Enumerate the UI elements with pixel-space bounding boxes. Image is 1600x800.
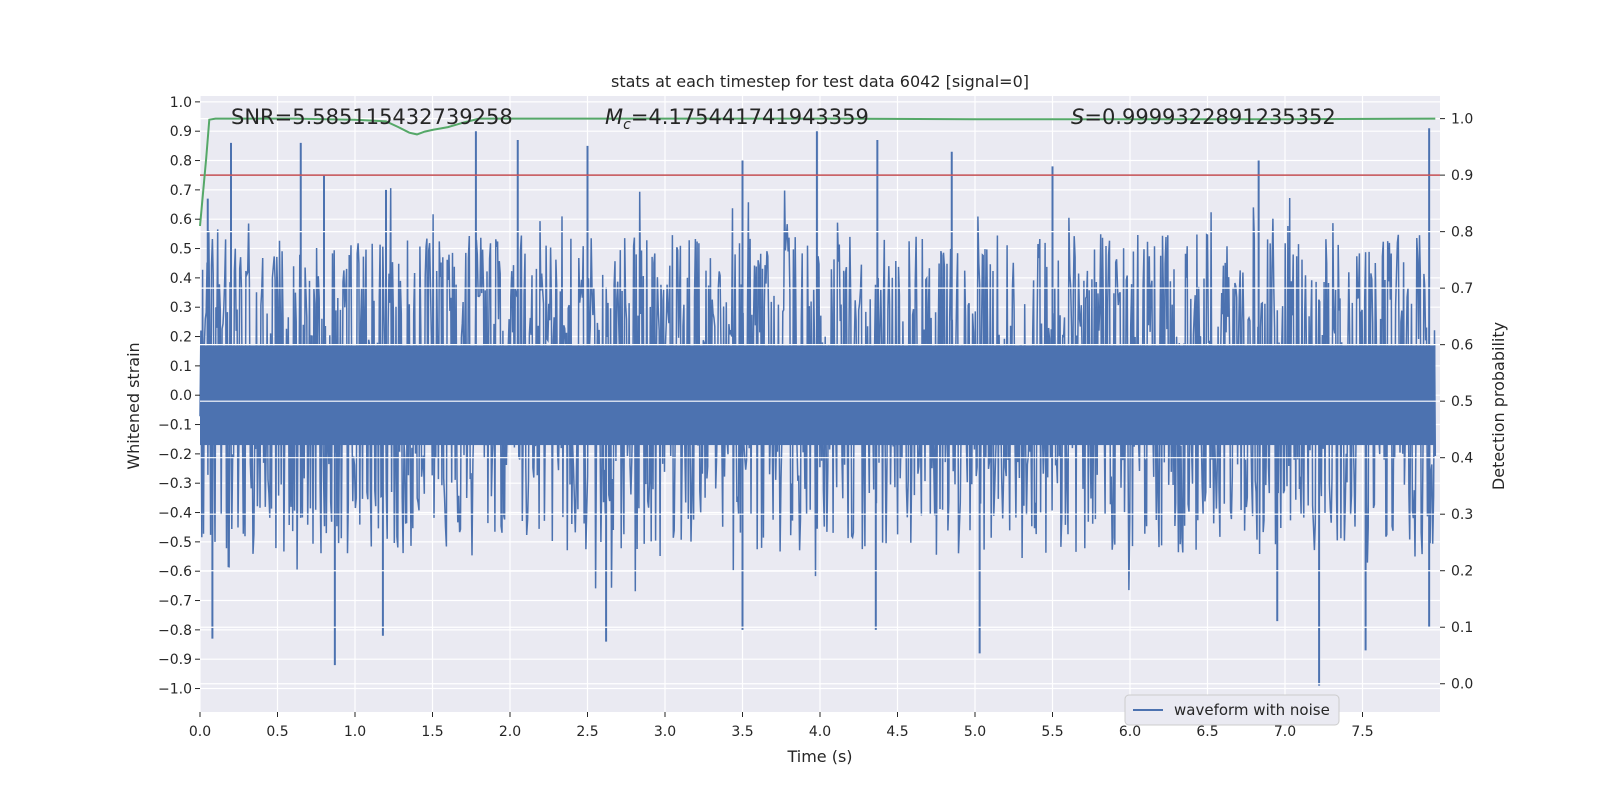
detection-probability-line — [199, 117, 1436, 227]
x-tick-label: 5.0 — [964, 724, 986, 740]
y-tick-label: −0.9 — [158, 652, 192, 668]
y2-tick-label: 0.1 — [1451, 620, 1473, 636]
x-tick-label: 0.0 — [189, 724, 211, 740]
x-tick-label: 1.5 — [421, 724, 443, 740]
x-tick-label: 4.0 — [809, 724, 831, 740]
mc-subscript: c — [623, 117, 631, 133]
y-tick-label: 0.6 — [170, 212, 192, 228]
y2-axis-label: Detection probability — [1489, 322, 1508, 490]
x-tick-label: 5.5 — [1041, 724, 1063, 740]
x-tick-label: 1.0 — [344, 724, 366, 740]
waveform-series — [199, 128, 1437, 686]
legend: waveform with noise — [1124, 694, 1340, 726]
y-tick-label: 0.4 — [170, 271, 192, 287]
y2-tick-label: 0.8 — [1451, 225, 1473, 241]
y-tick-label: −0.6 — [158, 564, 192, 580]
x-tick-label: 3.0 — [654, 724, 676, 740]
s-annotation: S=0.9999322891235352 — [1071, 105, 1336, 129]
legend-box — [1124, 694, 1340, 726]
y-tick-label: −0.5 — [158, 535, 192, 551]
y2-tick-label: 0.9 — [1451, 168, 1473, 184]
y-tick-label: 0.1 — [170, 359, 192, 375]
x-tick-label: 7.5 — [1351, 724, 1373, 740]
y-tick-label: 0.3 — [170, 300, 192, 316]
y-tick-label: −0.2 — [158, 447, 192, 463]
y-tick-label: 0.7 — [170, 183, 192, 199]
y2-tick-label: 0.0 — [1451, 677, 1473, 693]
y-tick-label: −0.4 — [158, 506, 192, 522]
y-tick-label: −1.0 — [158, 682, 192, 698]
mc-symbol: M — [605, 105, 623, 129]
y-tick-label: −0.8 — [158, 623, 192, 639]
y-tick-label: 0.0 — [170, 388, 192, 404]
y-tick-label: −0.3 — [158, 476, 192, 492]
x-tick-label: 2.5 — [576, 724, 598, 740]
mc-annotation: Mc=4.175441741943359 — [605, 105, 869, 133]
x-tick-label: 6.0 — [1119, 724, 1141, 740]
mc-value: =4.175441741943359 — [631, 105, 869, 129]
x-tick-label: 2.0 — [499, 724, 521, 740]
x-tick-label: 7.0 — [1274, 724, 1296, 740]
y2-tick-label: 0.4 — [1451, 451, 1473, 467]
chart-title: stats at each timestep for test data 604… — [611, 72, 1029, 91]
y-tick-label: −0.7 — [158, 594, 192, 610]
snr-annotation: SNR=5.585115432739258 — [231, 105, 513, 129]
x-tick-label: 4.5 — [886, 724, 908, 740]
y-tick-label: −0.1 — [158, 418, 192, 434]
y2-axis-ticks: 1.0 0.9 0.8 0.7 0.6 0.5 0.4 0.3 0.2 0.1 0.0 — [1440, 112, 1473, 693]
y-tick-label: 0.9 — [170, 124, 192, 140]
s-value: =0.9999322891235352 — [1084, 105, 1335, 129]
y2-tick-label: 0.5 — [1451, 394, 1473, 410]
s-symbol: S — [1071, 105, 1084, 129]
x-tick-label: 3.5 — [731, 724, 753, 740]
y-axis-label: Whitened strain — [124, 342, 143, 469]
y-tick-label: 0.5 — [170, 242, 192, 258]
y-axis-ticks: 1.0 0.9 0.8 0.7 0.6 0.5 0.4 0.3 0.2 0.1 0.0 −0.1 −0.… — [158, 95, 200, 698]
y2-tick-label: 0.2 — [1451, 564, 1473, 580]
x-axis-label: Time (s) — [786, 747, 852, 766]
y-tick-label: 0.2 — [170, 330, 192, 346]
x-tick-label: 0.5 — [266, 724, 288, 740]
y2-tick-label: 0.6 — [1451, 338, 1473, 354]
legend-entry: waveform with noise — [1174, 701, 1330, 719]
x-tick-label: 6.5 — [1196, 724, 1218, 740]
y2-tick-label: 0.3 — [1451, 507, 1473, 523]
x-axis-ticks: 0.0 0.5 1.0 1.5 2.0 2.5 3.0 3.5 4.0 4.5 5.0 5.5 6.0 6… — [189, 712, 1374, 740]
y2-tick-label: 1.0 — [1451, 112, 1473, 128]
y-tick-label: 0.8 — [170, 154, 192, 170]
y-tick-label: 1.0 — [170, 95, 192, 111]
y2-tick-label: 0.7 — [1451, 281, 1473, 297]
